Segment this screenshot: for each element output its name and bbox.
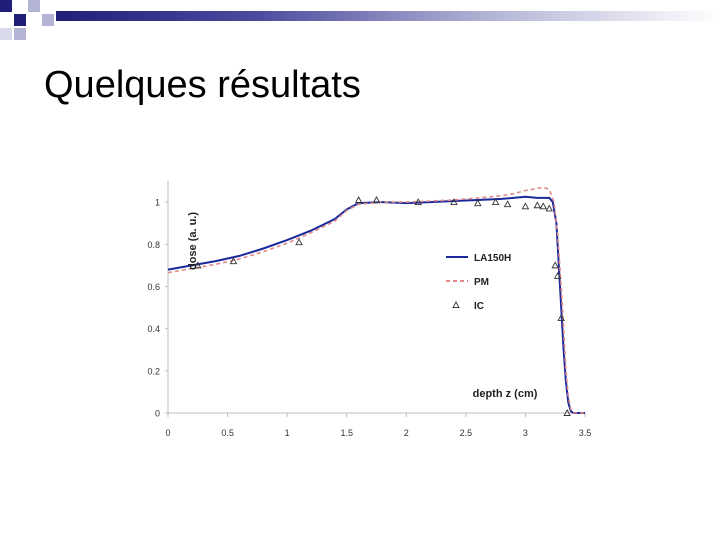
x-tick-label: 1.5 xyxy=(340,428,353,438)
series-line-pm xyxy=(167,186,585,414)
chart-container: 0 0.2 0.4 0.6 0.8 1 0 0.5 1 1.5 2 2.5 3 3.5 LA150H PM I… xyxy=(130,165,600,450)
series-line-la150h xyxy=(167,195,585,414)
corner-square xyxy=(42,14,54,26)
data-point-ic xyxy=(503,200,512,208)
data-point-ic xyxy=(553,271,562,279)
data-point-ic xyxy=(533,201,542,209)
x-tick-label: 0 xyxy=(165,428,170,438)
y-tick-label: 0 xyxy=(155,409,160,419)
data-point-ic xyxy=(551,261,559,269)
y-tick-label: 0.2 xyxy=(147,366,160,376)
x-tick-label: 2 xyxy=(404,428,409,438)
legend-marker-ic xyxy=(452,301,460,308)
x-tick-label: 1 xyxy=(285,428,290,438)
x-tick-label: 3.5 xyxy=(579,428,592,438)
slide-title: Quelques résultats xyxy=(44,64,361,106)
data-point-ic xyxy=(450,198,458,206)
y-tick-label: 1 xyxy=(155,198,160,208)
series-layer xyxy=(167,186,585,416)
data-point-ic xyxy=(295,238,303,246)
data-point-ic xyxy=(354,196,363,203)
data-point-ic xyxy=(557,314,565,322)
corner-square xyxy=(0,28,12,40)
data-point-ic xyxy=(491,198,500,206)
data-point-ic xyxy=(474,199,482,207)
data-point-ic xyxy=(229,257,238,265)
corner-square xyxy=(14,28,26,40)
corner-squares-decoration xyxy=(0,0,60,40)
y-tick-label: 0.6 xyxy=(147,282,160,292)
data-point-ic xyxy=(563,409,571,416)
x-tick-label: 2.5 xyxy=(460,428,473,438)
dose-depth-chart: 0 0.2 0.4 0.6 0.8 1 0 0.5 1 1.5 2 2.5 3 3.5 LA150H PM I… xyxy=(147,181,591,438)
axes: 0 0.2 0.4 0.6 0.8 1 0 0.5 1 1.5 2 2.5 3 3.5 xyxy=(147,181,591,438)
data-point-ic xyxy=(414,198,422,206)
x-tick-label: 3 xyxy=(523,428,528,438)
corner-square xyxy=(14,14,26,26)
x-axis-label: depth z (cm) xyxy=(473,388,538,400)
data-point-ic xyxy=(194,261,202,269)
title-band xyxy=(56,11,720,21)
data-point-ic xyxy=(539,202,548,210)
legend: LA150H PM IC xyxy=(446,253,511,312)
data-point-ic xyxy=(545,204,554,212)
y-tick-label: 0.4 xyxy=(147,324,160,334)
y-axis-label: dose (a. u.) xyxy=(187,212,199,270)
legend-label-la150h: LA150H xyxy=(474,253,511,264)
x-tick-label: 0.5 xyxy=(221,428,234,438)
corner-square xyxy=(0,0,12,12)
legend-label-ic: IC xyxy=(474,301,484,312)
legend-label-pm: PM xyxy=(474,277,489,288)
corner-square xyxy=(28,0,40,12)
data-point-ic xyxy=(372,196,381,203)
data-point-ic xyxy=(521,202,530,210)
y-tick-label: 0.8 xyxy=(147,240,160,250)
